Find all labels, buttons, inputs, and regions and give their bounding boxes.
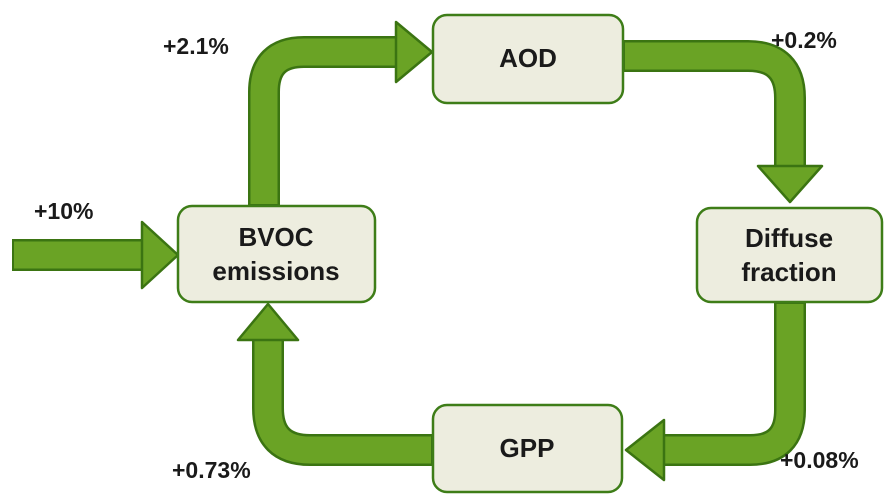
node: AOD bbox=[431, 13, 625, 105]
node-label: fraction bbox=[741, 257, 836, 287]
arrow-head bbox=[756, 164, 824, 204]
arrow-shaft bbox=[662, 302, 806, 466]
arrow-shaft bbox=[625, 42, 804, 170]
arrow-shaft bbox=[248, 36, 398, 206]
arrow-shaft bbox=[252, 338, 433, 466]
arrow-shaft bbox=[660, 304, 804, 464]
edge-label: +10% bbox=[34, 198, 93, 224]
edge-label: +0.08% bbox=[780, 447, 859, 473]
node: BVOC emissions bbox=[176, 204, 377, 304]
node-box bbox=[431, 13, 625, 105]
node-label: emissions bbox=[212, 256, 339, 286]
node-box bbox=[176, 204, 377, 304]
node: GPP bbox=[431, 403, 624, 494]
node-label: BVOC bbox=[238, 222, 313, 252]
edge-label: +0.73% bbox=[172, 457, 251, 483]
arrows bbox=[12, 20, 824, 482]
node-label: GPP bbox=[500, 433, 555, 463]
arrow-shaft bbox=[623, 40, 806, 168]
edge-label: +0.2% bbox=[771, 27, 837, 53]
arrow-shaft bbox=[254, 336, 431, 464]
node-box bbox=[431, 403, 624, 494]
arrow-shaft bbox=[250, 38, 400, 204]
arrow-head bbox=[624, 418, 666, 482]
arrow-head bbox=[140, 220, 180, 290]
node: Diffuse fraction bbox=[695, 206, 884, 304]
arrow-head bbox=[394, 20, 434, 84]
arrow-head bbox=[236, 302, 300, 342]
node-box bbox=[695, 206, 884, 304]
node-label: Diffuse bbox=[745, 223, 833, 253]
node-label: AOD bbox=[499, 43, 557, 73]
edge-label: +2.1% bbox=[163, 33, 229, 59]
